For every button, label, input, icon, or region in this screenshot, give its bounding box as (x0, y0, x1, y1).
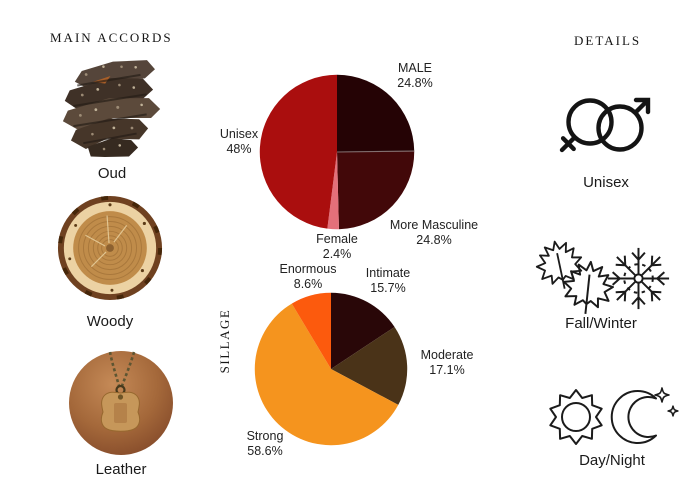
pie-label-percent: 24.8% (416, 233, 452, 247)
pie-slice-male (337, 74, 415, 152)
pie-label-more-masculine: More Masculine 24.8% (390, 218, 478, 248)
maple-leaf-icon (535, 240, 583, 289)
sun-moon-icon (549, 387, 679, 445)
gender-pie-chart (259, 74, 415, 230)
pie-slice-unisex (259, 74, 337, 229)
pie-slice-enormous (291, 292, 331, 369)
gender-unisex-icon (559, 97, 651, 153)
pie-label-percent: 2.4% (322, 247, 352, 261)
pie-slice-intimate (331, 292, 395, 369)
pie-label-percent: 8.6% (293, 277, 323, 291)
pie-label-name: Strong (246, 429, 284, 443)
detail-label-day-night: Day/Night (579, 452, 645, 469)
pie-label-percent: 17.1% (429, 363, 465, 377)
crescent-moon-icon (610, 390, 657, 444)
pie-slice-moderate (331, 326, 408, 405)
pie-label-enormous: Enormous 8.6% (280, 262, 337, 292)
pie-label-male: MALE 24.8% (397, 61, 432, 91)
pie-label-percent: 48% (226, 142, 252, 156)
slice-divider-line (336, 150, 415, 153)
main-accords-header: MAIN ACCORDS (50, 30, 173, 45)
pie-label-name: Intimate (365, 266, 411, 280)
maple-leaves-snowflake-icon (535, 240, 670, 314)
pie-label-female: Female 2.4% (316, 232, 358, 262)
pie-label-percent: 15.7% (370, 281, 406, 295)
pie-label-unisex: Unisex 48% (220, 127, 258, 157)
sparkle-star-icon (654, 387, 679, 417)
pie-label-name: Female (316, 232, 358, 246)
pie-label-name: Unisex (219, 127, 259, 141)
oud-bark-image (62, 60, 161, 158)
pie-slice-female (327, 152, 339, 230)
sillage-pie-chart (254, 292, 408, 446)
pie-label-percent: 58.6% (247, 444, 283, 458)
pie-label-strong: Strong 58.6% (247, 429, 284, 459)
pie-label-intimate: Intimate 15.7% (366, 266, 410, 296)
detail-label-unisex: Unisex (583, 174, 629, 191)
pie-label-moderate: Moderate 17.1% (421, 348, 474, 378)
pie-label-name: MALE (397, 61, 433, 75)
accord-label-oud: Oud (97, 165, 127, 182)
maple-leaf-icon (562, 260, 615, 314)
pie-label-percent: 24.8% (397, 76, 433, 90)
detail-label-fall-winter: Fall/Winter (565, 315, 637, 332)
snowflake-icon (607, 247, 670, 310)
accord-label-woody: Woody (86, 313, 134, 330)
pie-label-name: Moderate (420, 348, 474, 362)
wood-cross-section-image (57, 195, 163, 301)
details-header: DETAILS (574, 33, 642, 48)
pie-slice-strong (254, 303, 399, 446)
pie-label-name: Enormous (279, 262, 337, 276)
pie-label-name: More Masculine (389, 218, 479, 232)
pie-slice-more-masculine (337, 151, 415, 230)
accord-label-leather: Leather (95, 461, 147, 478)
sillage-axis-title: SILLAGE (217, 308, 232, 374)
sun-icon (549, 389, 603, 445)
leather-pendant-image (69, 351, 173, 455)
